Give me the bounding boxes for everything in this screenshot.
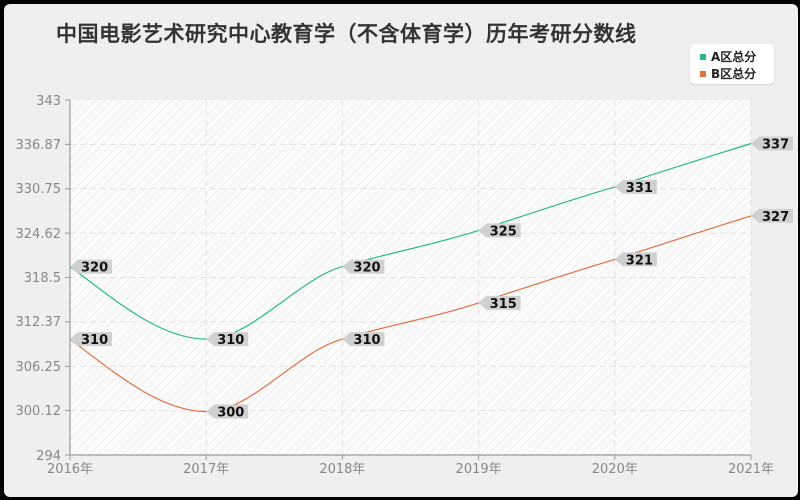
x-tick-label: 2016年 bbox=[47, 462, 93, 477]
y-tick-marks bbox=[65, 99, 70, 456]
x-tick-label: 2020年 bbox=[592, 462, 638, 477]
grid-vertical bbox=[205, 100, 752, 455]
y-tick-label: 312.37 bbox=[16, 315, 62, 330]
data-label: 300 bbox=[217, 406, 244, 421]
data-label: 327 bbox=[762, 210, 789, 225]
data-label: 310 bbox=[81, 333, 108, 348]
series-b-labels: 310 300 310 315 321 327 bbox=[70, 208, 793, 421]
x-tick-label: 2019年 bbox=[456, 462, 502, 477]
legend: A区总分 B区总分 bbox=[690, 44, 774, 84]
chart-title: 中国电影艺术研究中心教育学（不含体育学）历年考研分数线 bbox=[56, 22, 637, 46]
data-label: 321 bbox=[626, 253, 653, 268]
y-tick-label: 330.75 bbox=[16, 182, 62, 197]
data-label: 320 bbox=[81, 261, 108, 276]
data-label: 320 bbox=[353, 261, 380, 276]
x-tick-label: 2018年 bbox=[319, 462, 365, 477]
y-tick-labels: 343 336.87 330.75 324.62 318.5 312.37 30… bbox=[16, 94, 62, 464]
series-a-labels: 320 310 320 325 331 337 bbox=[70, 136, 793, 348]
x-tick-label: 2017年 bbox=[183, 462, 229, 477]
data-label: 325 bbox=[490, 224, 517, 239]
y-tick-label: 318.5 bbox=[24, 271, 61, 286]
data-label: 310 bbox=[217, 333, 244, 348]
y-tick-label: 300.12 bbox=[16, 404, 62, 419]
y-tick-label: 294 bbox=[36, 449, 61, 464]
legend-label-a: A区总分 bbox=[711, 50, 757, 64]
legend-swatch-b-icon bbox=[700, 70, 706, 77]
y-tick-label: 336.87 bbox=[16, 138, 62, 153]
data-label: 331 bbox=[626, 181, 653, 196]
y-tick-label: 324.62 bbox=[16, 227, 62, 242]
data-label: 310 bbox=[353, 333, 380, 348]
y-tick-label: 343 bbox=[36, 94, 61, 109]
legend-item-b[interactable]: B区总分 bbox=[700, 65, 756, 82]
legend-swatch-a-icon bbox=[700, 53, 706, 60]
x-tick-labels: 2016年 2017年 2018年 2019年 2020年 2021年 bbox=[47, 462, 774, 477]
x-tick-marks bbox=[69, 455, 752, 460]
x-tick-label: 2021年 bbox=[728, 462, 774, 477]
legend-item-a[interactable]: A区总分 bbox=[700, 48, 756, 65]
data-label: 315 bbox=[490, 297, 517, 312]
data-label: 337 bbox=[762, 138, 789, 153]
y-tick-label: 306.25 bbox=[16, 360, 62, 375]
grid-horizontal bbox=[70, 143, 751, 412]
legend-label-b: B区总分 bbox=[711, 67, 757, 81]
